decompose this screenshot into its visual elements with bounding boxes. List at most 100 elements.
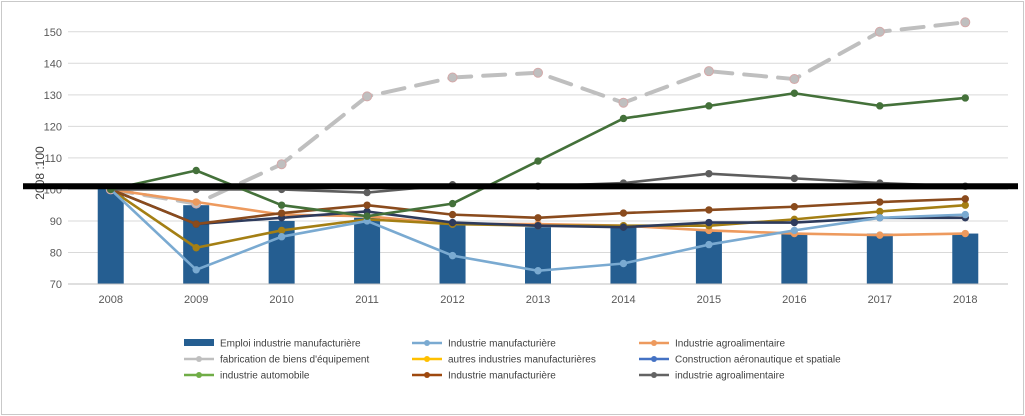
legend-label: autres industries manufacturières xyxy=(448,355,596,366)
bar xyxy=(781,233,808,284)
series-point xyxy=(277,209,286,217)
legend-swatch xyxy=(184,339,214,346)
series-point xyxy=(363,188,371,197)
y-tick-label: 120 xyxy=(44,121,62,133)
series-point xyxy=(619,209,628,217)
series-point xyxy=(192,198,200,206)
x-tick-label: 2013 xyxy=(526,294,550,306)
series-point xyxy=(790,174,799,183)
bar xyxy=(525,227,551,284)
series-point xyxy=(961,210,969,219)
x-tick-label: 2012 xyxy=(440,294,464,306)
y-tick-label: 130 xyxy=(44,90,62,102)
y-tick-label: 140 xyxy=(44,58,62,70)
legend-marker xyxy=(424,372,430,378)
series-point xyxy=(192,166,200,175)
series-point xyxy=(789,74,800,85)
legend: Emploi industrie manufacturière Industrie… xyxy=(184,339,841,382)
legend-marker xyxy=(196,356,202,362)
legend-label: Industrie manufacturière xyxy=(448,371,556,382)
x-tick-label: 2018 xyxy=(953,294,977,306)
legend-label: Industrie agroalimentaire xyxy=(675,339,785,350)
series-point xyxy=(618,97,629,108)
bar xyxy=(97,186,124,284)
x-tick-label: 2016 xyxy=(782,294,806,306)
legend-label: Emploi industrie manufacturière xyxy=(220,339,361,350)
series-point xyxy=(277,201,286,209)
bar xyxy=(695,230,722,284)
series-point xyxy=(705,218,713,227)
y-tick-label: 70 xyxy=(50,279,62,291)
x-tick-label: 2010 xyxy=(269,294,293,306)
series-point xyxy=(619,223,628,231)
series-point xyxy=(448,199,457,208)
legend-label: industrie automobile xyxy=(220,371,310,382)
series-point xyxy=(276,159,287,170)
series-point xyxy=(960,17,971,28)
bar xyxy=(610,227,637,284)
legend-marker xyxy=(651,372,657,378)
series-point xyxy=(363,212,371,220)
series-point xyxy=(192,244,200,252)
legend-marker xyxy=(196,372,202,378)
series-point xyxy=(961,94,969,102)
bar xyxy=(952,233,979,284)
x-tick-label: 2015 xyxy=(697,294,721,306)
series-point xyxy=(703,66,714,77)
y-tick-label: 110 xyxy=(44,153,62,165)
series-point xyxy=(533,67,543,78)
legend-marker xyxy=(424,340,430,346)
series-point xyxy=(876,231,884,239)
series-point xyxy=(876,214,884,222)
series-point xyxy=(619,259,628,268)
series-point xyxy=(705,102,713,110)
series-point xyxy=(705,169,713,178)
series-point xyxy=(277,226,286,235)
x-tick-label: 2008 xyxy=(98,294,122,306)
series-point xyxy=(790,218,799,227)
series-point xyxy=(447,72,458,83)
series-point xyxy=(619,114,628,123)
x-tick-label: 2014 xyxy=(611,294,635,306)
x-tick-label: 2009 xyxy=(184,294,208,306)
bar-series xyxy=(97,186,979,284)
series-point xyxy=(363,201,371,209)
series-point xyxy=(961,195,969,203)
x-tick-label: 2011 xyxy=(355,294,379,306)
series-point xyxy=(961,201,969,209)
line-series xyxy=(105,17,971,275)
series-point xyxy=(876,198,884,206)
y-tick-label: 80 xyxy=(50,247,62,259)
legend-marker xyxy=(424,356,430,362)
legend-label: Construction aéronautique et spatiale xyxy=(675,355,841,366)
series-point xyxy=(534,214,542,222)
bar xyxy=(354,217,381,284)
series-point xyxy=(192,266,200,274)
series-point xyxy=(705,240,713,249)
legend-marker xyxy=(651,340,657,346)
legend-marker xyxy=(651,356,657,362)
y-tick-label: 90 xyxy=(50,216,62,228)
bar xyxy=(866,233,893,284)
series-point xyxy=(448,218,457,227)
legend-label: Industrie manufacturière xyxy=(448,339,556,350)
y-tick-label: 150 xyxy=(44,27,62,39)
legend-label: fabrication de biens d'équipement xyxy=(220,355,369,366)
legend-label: industrie agroalimentaire xyxy=(675,371,785,382)
series-point xyxy=(790,203,799,211)
series-point xyxy=(277,233,286,241)
series-point xyxy=(362,91,373,102)
series-line xyxy=(108,20,968,206)
series-point xyxy=(448,251,457,260)
series-point xyxy=(448,210,457,219)
x-tick-label: 2017 xyxy=(868,294,892,306)
series-point xyxy=(876,207,884,216)
series-point xyxy=(874,26,885,37)
series-point xyxy=(876,102,884,110)
series-point xyxy=(705,206,713,214)
series-point xyxy=(534,267,542,275)
series-point xyxy=(961,229,969,238)
